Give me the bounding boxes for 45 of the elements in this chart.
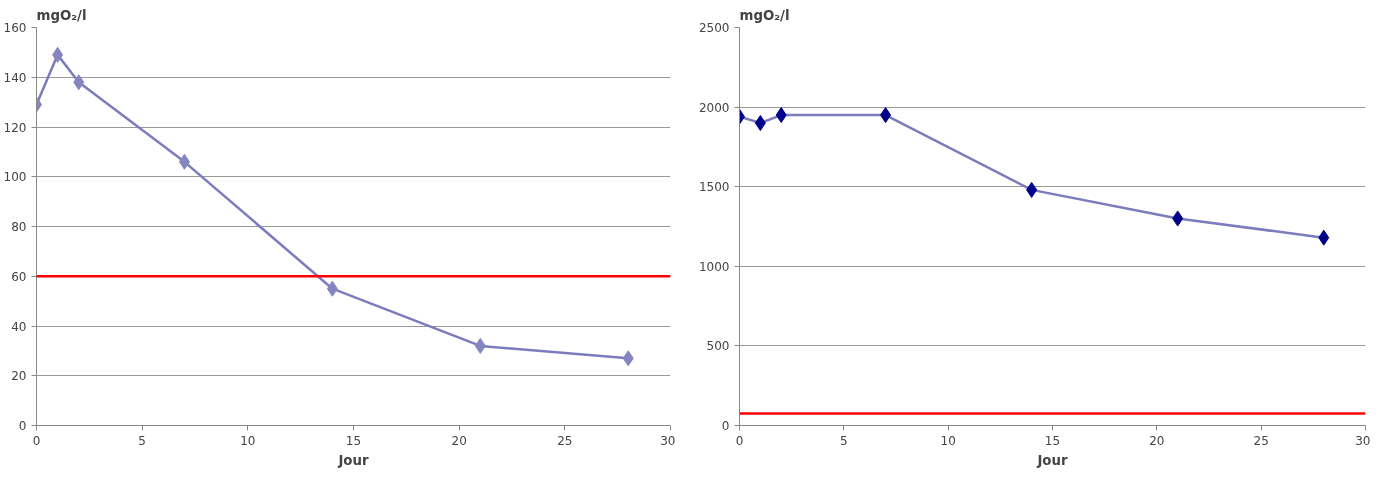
y-tick-label: 40	[11, 319, 27, 334]
y-axis-title: mgO₂/l	[36, 7, 87, 23]
x-tick-label: 5	[840, 433, 848, 448]
point	[1172, 210, 1184, 227]
y-tick-label: 20	[11, 369, 27, 384]
point	[754, 115, 766, 132]
y-tick-label: 0	[721, 419, 730, 433]
y-axis-title: mgO₂/l	[739, 7, 790, 23]
point	[326, 280, 338, 297]
x-axis-title: Jour	[1036, 452, 1069, 468]
point	[73, 74, 85, 91]
point	[474, 337, 486, 354]
point	[1026, 181, 1038, 198]
x-tick-label: 30	[1355, 433, 1371, 448]
x-tick-label: 15	[345, 433, 362, 448]
x-tick-label: 5	[138, 433, 146, 448]
y-tick-label: 60	[11, 269, 27, 284]
x-tick-label: 10	[940, 433, 956, 448]
x-tick-label: 25	[1253, 433, 1269, 448]
point	[775, 107, 787, 124]
y-tick-label: 100	[3, 170, 27, 185]
y-tick-label: 120	[3, 120, 27, 135]
point	[1318, 229, 1330, 246]
point	[622, 350, 634, 367]
y-tick-label: 2000	[698, 100, 730, 115]
y-tick-label: 140	[3, 70, 27, 85]
x-axis-title: Jour	[337, 452, 370, 468]
y-tick-label: 500	[706, 339, 730, 354]
x-tick-label: 30	[660, 433, 676, 448]
point	[52, 46, 64, 63]
y-tick-label: 2500	[698, 21, 730, 35]
point	[178, 153, 190, 170]
x-tick-label: 15	[1044, 433, 1061, 448]
y-tick-label: 0	[18, 419, 27, 433]
x-tick-label: 20	[1149, 433, 1165, 448]
x-tick-label: 20	[451, 433, 467, 448]
x-tick-label: 25	[557, 433, 573, 448]
point	[880, 107, 892, 124]
x-tick-label: 10	[240, 433, 256, 448]
x-tick-label: 0	[735, 433, 744, 448]
y-tick-label: 80	[11, 220, 27, 234]
y-tick-label: 1500	[698, 180, 730, 195]
y-tick-label: 160	[3, 21, 27, 35]
y-tick-label: 1000	[698, 259, 730, 274]
x-tick-label: 0	[32, 433, 41, 448]
